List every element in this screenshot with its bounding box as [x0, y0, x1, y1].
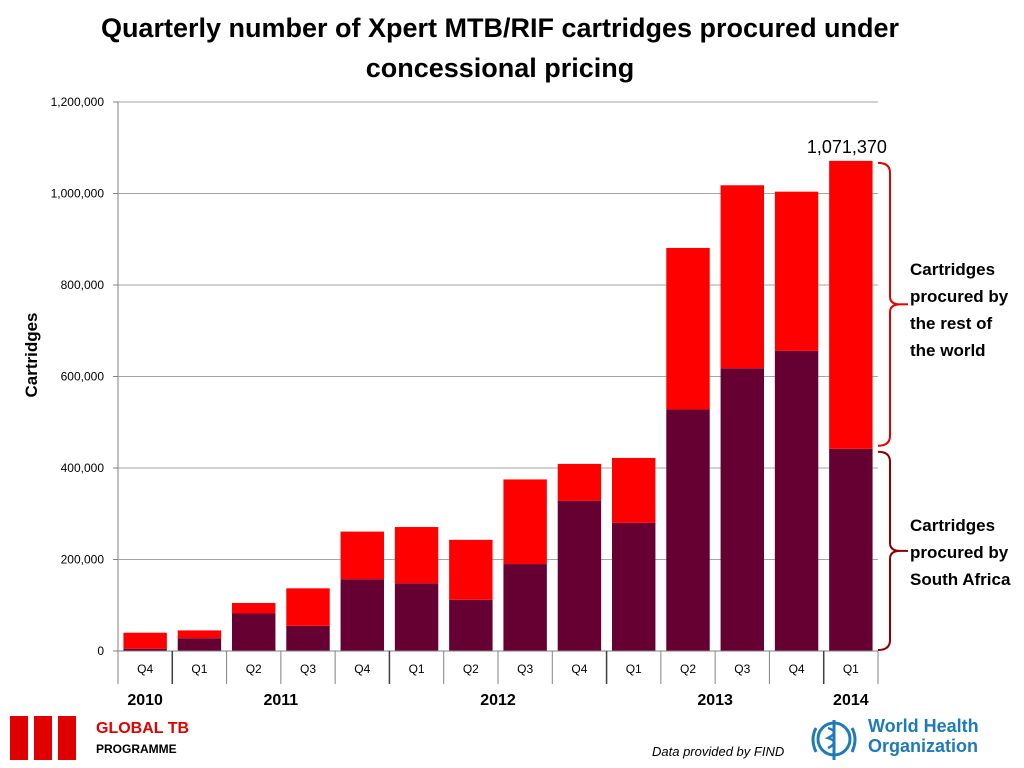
bar-south-africa — [720, 368, 764, 651]
bar-rest-of-world — [666, 247, 710, 410]
who-emblem-icon — [811, 720, 857, 760]
programme-title: GLOBAL TB — [96, 720, 190, 737]
y-tick-label: 600,000 — [61, 370, 105, 384]
bar-south-africa — [557, 500, 602, 651]
bar-south-africa — [232, 613, 276, 651]
y-axis-label: Cartridges — [22, 312, 41, 397]
bar-rest-of-world — [829, 160, 873, 449]
bar-rest-of-world — [340, 531, 384, 580]
who-wordmark: World Health Organization — [868, 716, 979, 756]
who-line-2: Organization — [868, 736, 979, 756]
bar-rest-of-world — [774, 191, 819, 351]
y-tick-label: 1,200,000 — [51, 95, 105, 109]
south-africa-label: Cartridges procured by South Africa — [910, 516, 1011, 589]
total-annotation: 1,071,370 — [807, 137, 887, 157]
x-tick-label: Q1 — [409, 662, 425, 676]
bar-south-africa — [394, 583, 439, 651]
year-label: 2011 — [263, 692, 298, 709]
bar-south-africa — [666, 409, 710, 651]
x-tick-label: Q1 — [191, 662, 207, 676]
braces — [877, 161, 908, 651]
bar-rest-of-world — [394, 527, 439, 584]
bar-south-africa — [123, 648, 167, 651]
rest-of-world-label: Cartridges procured by the rest of the w… — [910, 260, 1009, 360]
x-axis: Q4 Q1 Q2 Q3 Q4 Q1 Q2 Q3 Q4 Q1 Q2 Q3 Q4 Q1 2010 2011 2012… — [117, 650, 879, 709]
x-tick-label: Q2 — [463, 662, 479, 676]
programme-subtitle: PROGRAMME — [96, 742, 177, 756]
x-tick-label: Q4 — [571, 662, 587, 676]
x-tick-label: Q3 — [517, 662, 533, 676]
chart-title: Quarterly number of Xpert MTB/RIF cartri… — [100, 13, 900, 83]
bar-south-africa — [829, 448, 873, 651]
bar-south-africa — [340, 579, 384, 651]
bar-south-africa — [449, 599, 493, 651]
bar-rest-of-world — [503, 479, 547, 565]
y-tick-label: 1,000,000 — [51, 187, 105, 201]
x-tick-label: Q3 — [300, 662, 316, 676]
bar-rest-of-world — [177, 630, 222, 639]
bar-rest-of-world — [123, 632, 167, 649]
bar-south-africa — [177, 638, 222, 651]
brace-rest-of-world — [877, 161, 901, 447]
x-tick-label: Q3 — [734, 662, 750, 676]
bar-rest-of-world — [720, 185, 764, 369]
year-label: 2012 — [480, 692, 516, 709]
bar-rest-of-world — [286, 588, 330, 626]
x-tick-label: Q2 — [680, 662, 696, 676]
x-tick-label: Q2 — [246, 662, 262, 676]
x-tick-label: Q4 — [789, 662, 805, 676]
x-tick-label: Q4 — [354, 662, 370, 676]
year-label: 2014 — [833, 692, 869, 709]
data-credit: Data provided by FIND — [652, 744, 785, 759]
y-tick-label: 400,000 — [61, 461, 105, 475]
bar-south-africa — [503, 564, 547, 651]
who-line-1: World Health — [868, 716, 979, 736]
y-tick-label: 0 — [97, 644, 104, 658]
bar-south-africa — [774, 350, 819, 651]
brace-south-africa — [877, 450, 901, 651]
y-tick-label: 200,000 — [61, 553, 105, 567]
bars — [123, 160, 873, 651]
bar-south-africa — [286, 625, 330, 651]
bar-rest-of-world — [232, 602, 276, 614]
x-tick-label: Q4 — [137, 662, 153, 676]
y-axis-ticks: 0 200,000 400,000 600,000 800,000 1,000,000 1,… — [51, 95, 119, 658]
bar-rest-of-world — [612, 457, 656, 523]
y-tick-label: 800,000 — [61, 278, 105, 292]
global-tb-logo — [10, 716, 76, 760]
year-label: 2013 — [697, 692, 733, 709]
bar-rest-of-world — [557, 463, 602, 501]
bar-south-africa — [612, 522, 656, 651]
bar-rest-of-world — [449, 539, 493, 600]
year-label: 2010 — [127, 692, 163, 709]
x-tick-label: Q1 — [843, 662, 859, 676]
x-tick-label: Q1 — [626, 662, 642, 676]
